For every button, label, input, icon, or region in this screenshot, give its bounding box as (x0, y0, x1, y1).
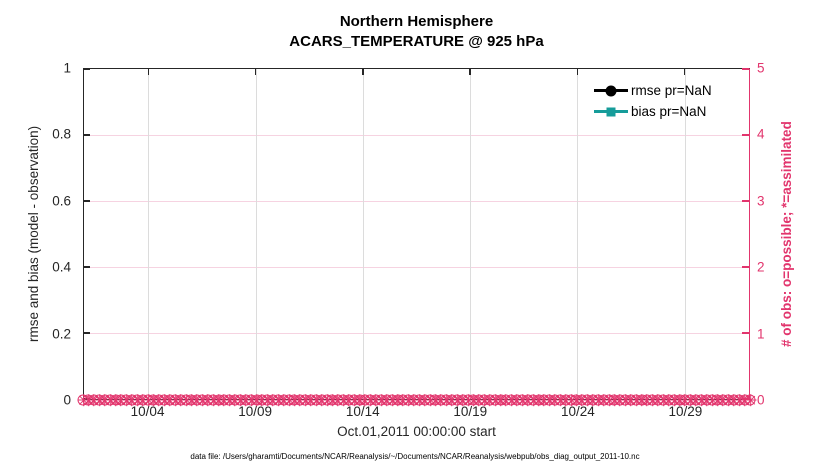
left-axis-label: rmse and bias (model - observation) (26, 125, 41, 343)
top-axis-tick (254, 69, 257, 75)
legend-label: bias pr=NaN (631, 104, 707, 119)
left-axis-tick (84, 68, 90, 70)
top-axis-tick (683, 69, 686, 75)
left-axis-tick (84, 200, 90, 202)
obs-marker (744, 394, 757, 407)
left-tick-label: 0.2 (52, 326, 71, 342)
legend-entry: bias pr=NaN (594, 101, 712, 122)
top-axis-tick (576, 69, 579, 75)
v-gridline (470, 69, 472, 399)
x-axis-label: Oct.01,2011 00:00:00 start (337, 424, 496, 439)
h-gridline (84, 135, 749, 136)
legend-line-sample (594, 107, 628, 116)
left-axis-tick (84, 332, 90, 334)
right-axis-tick (742, 332, 749, 334)
x-tick-label: 10/04 (130, 404, 165, 419)
x-tick-label: 10/24 (560, 404, 595, 419)
top-axis-tick (469, 69, 471, 75)
x-tick-label: 10/14 (345, 404, 380, 419)
x-axis-tick-labels: 10/04 10/09 10/14 10/19 10/24 10/29 (83, 404, 750, 422)
right-axis-tick (742, 68, 749, 70)
chart-subtitle: ACARS_TEMPERATURE @ 925 hPa (289, 33, 544, 50)
x-tick-label: 10/29 (668, 404, 703, 419)
right-tick-label: 3 (757, 193, 765, 209)
h-gridline (84, 333, 749, 334)
left-tick-label: 0 (63, 392, 71, 408)
right-axis-tick (742, 134, 749, 136)
v-gridline (255, 69, 257, 399)
left-tick-label: 1 (63, 60, 71, 76)
left-tick-label: 0.4 (52, 259, 71, 275)
right-axis-tick-labels: 0 1 2 3 4 5 (757, 61, 797, 408)
left-axis-tick (84, 134, 90, 136)
left-axis-tick (84, 266, 90, 268)
legend-square-marker (606, 107, 616, 116)
right-axis-tick (742, 200, 749, 202)
left-tick-label: 0.6 (52, 193, 71, 209)
v-gridline (148, 69, 150, 399)
right-tick-label: 5 (757, 60, 765, 76)
right-axis-label: # of obs: o=possible; *=assimilated (779, 121, 794, 347)
x-tick-label: 10/19 (453, 404, 488, 419)
top-axis-tick (147, 69, 150, 75)
legend: rmse pr=NaN bias pr=NaN (594, 80, 712, 122)
x-tick-label: 10/09 (238, 404, 273, 419)
v-gridline (684, 69, 686, 399)
right-tick-label: 4 (757, 126, 765, 142)
legend-line-sample (594, 85, 628, 96)
legend-label: rmse pr=NaN (631, 83, 712, 98)
left-tick-label: 0.8 (52, 126, 71, 142)
right-axis-tick (742, 266, 749, 268)
data-file-caption: data file: /Users/gharamti/Documents/NCA… (190, 452, 640, 461)
right-tick-label: 2 (757, 259, 765, 275)
left-axis-tick-labels: 0 0.2 0.4 0.6 0.8 1 (0, 61, 77, 408)
top-axis-tick (362, 69, 364, 75)
legend-circle-marker (605, 85, 617, 96)
v-gridline (362, 69, 364, 399)
chart-title-block: Northern Hemisphere ACARS_TEMPERATURE @ … (83, 12, 750, 52)
legend-entry: rmse pr=NaN (594, 80, 712, 101)
h-gridline (84, 201, 749, 202)
v-gridline (577, 69, 579, 399)
right-tick-label: 0 (757, 392, 765, 408)
chart-title: Northern Hemisphere (339, 13, 494, 30)
right-tick-label: 1 (757, 326, 765, 342)
h-gridline (84, 267, 749, 268)
